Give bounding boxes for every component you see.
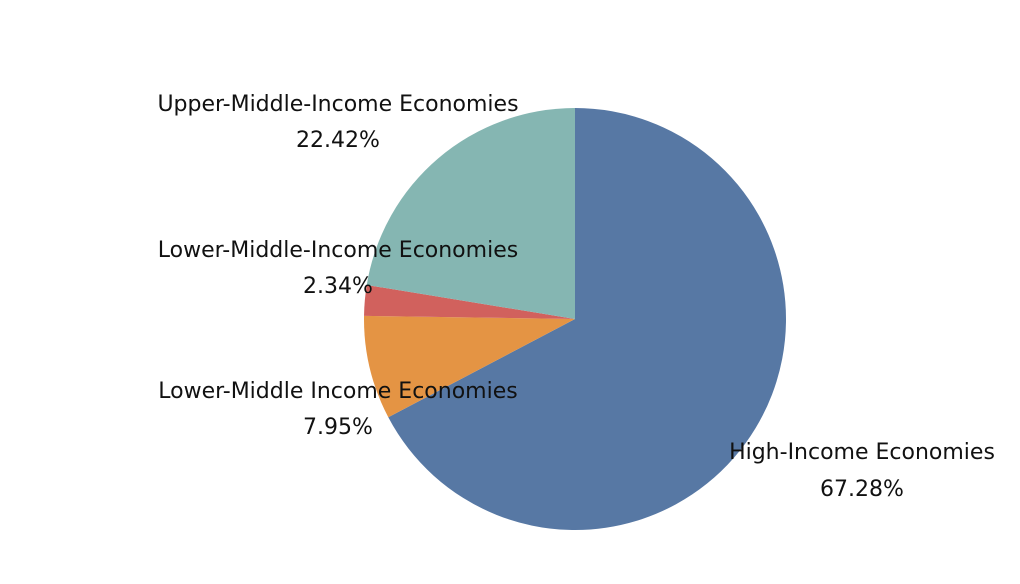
slice-label-3: Lower-Middle-Income Economies (158, 238, 518, 263)
slice-value-label-1: 67.28% (820, 477, 904, 502)
slice-label-4: Upper-Middle-Income Economies (157, 92, 518, 117)
pie-slice-4 (366, 108, 575, 319)
labels-layer: High-Income Economies 67.28% Lower-Middle … (157, 92, 994, 502)
slice-value-label-2: 7.95% (303, 415, 373, 440)
slice-value-label-3: 2.34% (303, 274, 373, 299)
pie-slice-3 (364, 284, 575, 319)
pie-slice-2 (363, 315, 575, 418)
slice-label-1: High-Income Economies (729, 440, 995, 465)
slice-value-label-4: 22.42% (296, 128, 380, 153)
slices-layer (363, 107, 787, 530)
slice-label-2: Lower-Middle Income Economies (158, 379, 517, 404)
pie-slice-1 (388, 107, 787, 530)
